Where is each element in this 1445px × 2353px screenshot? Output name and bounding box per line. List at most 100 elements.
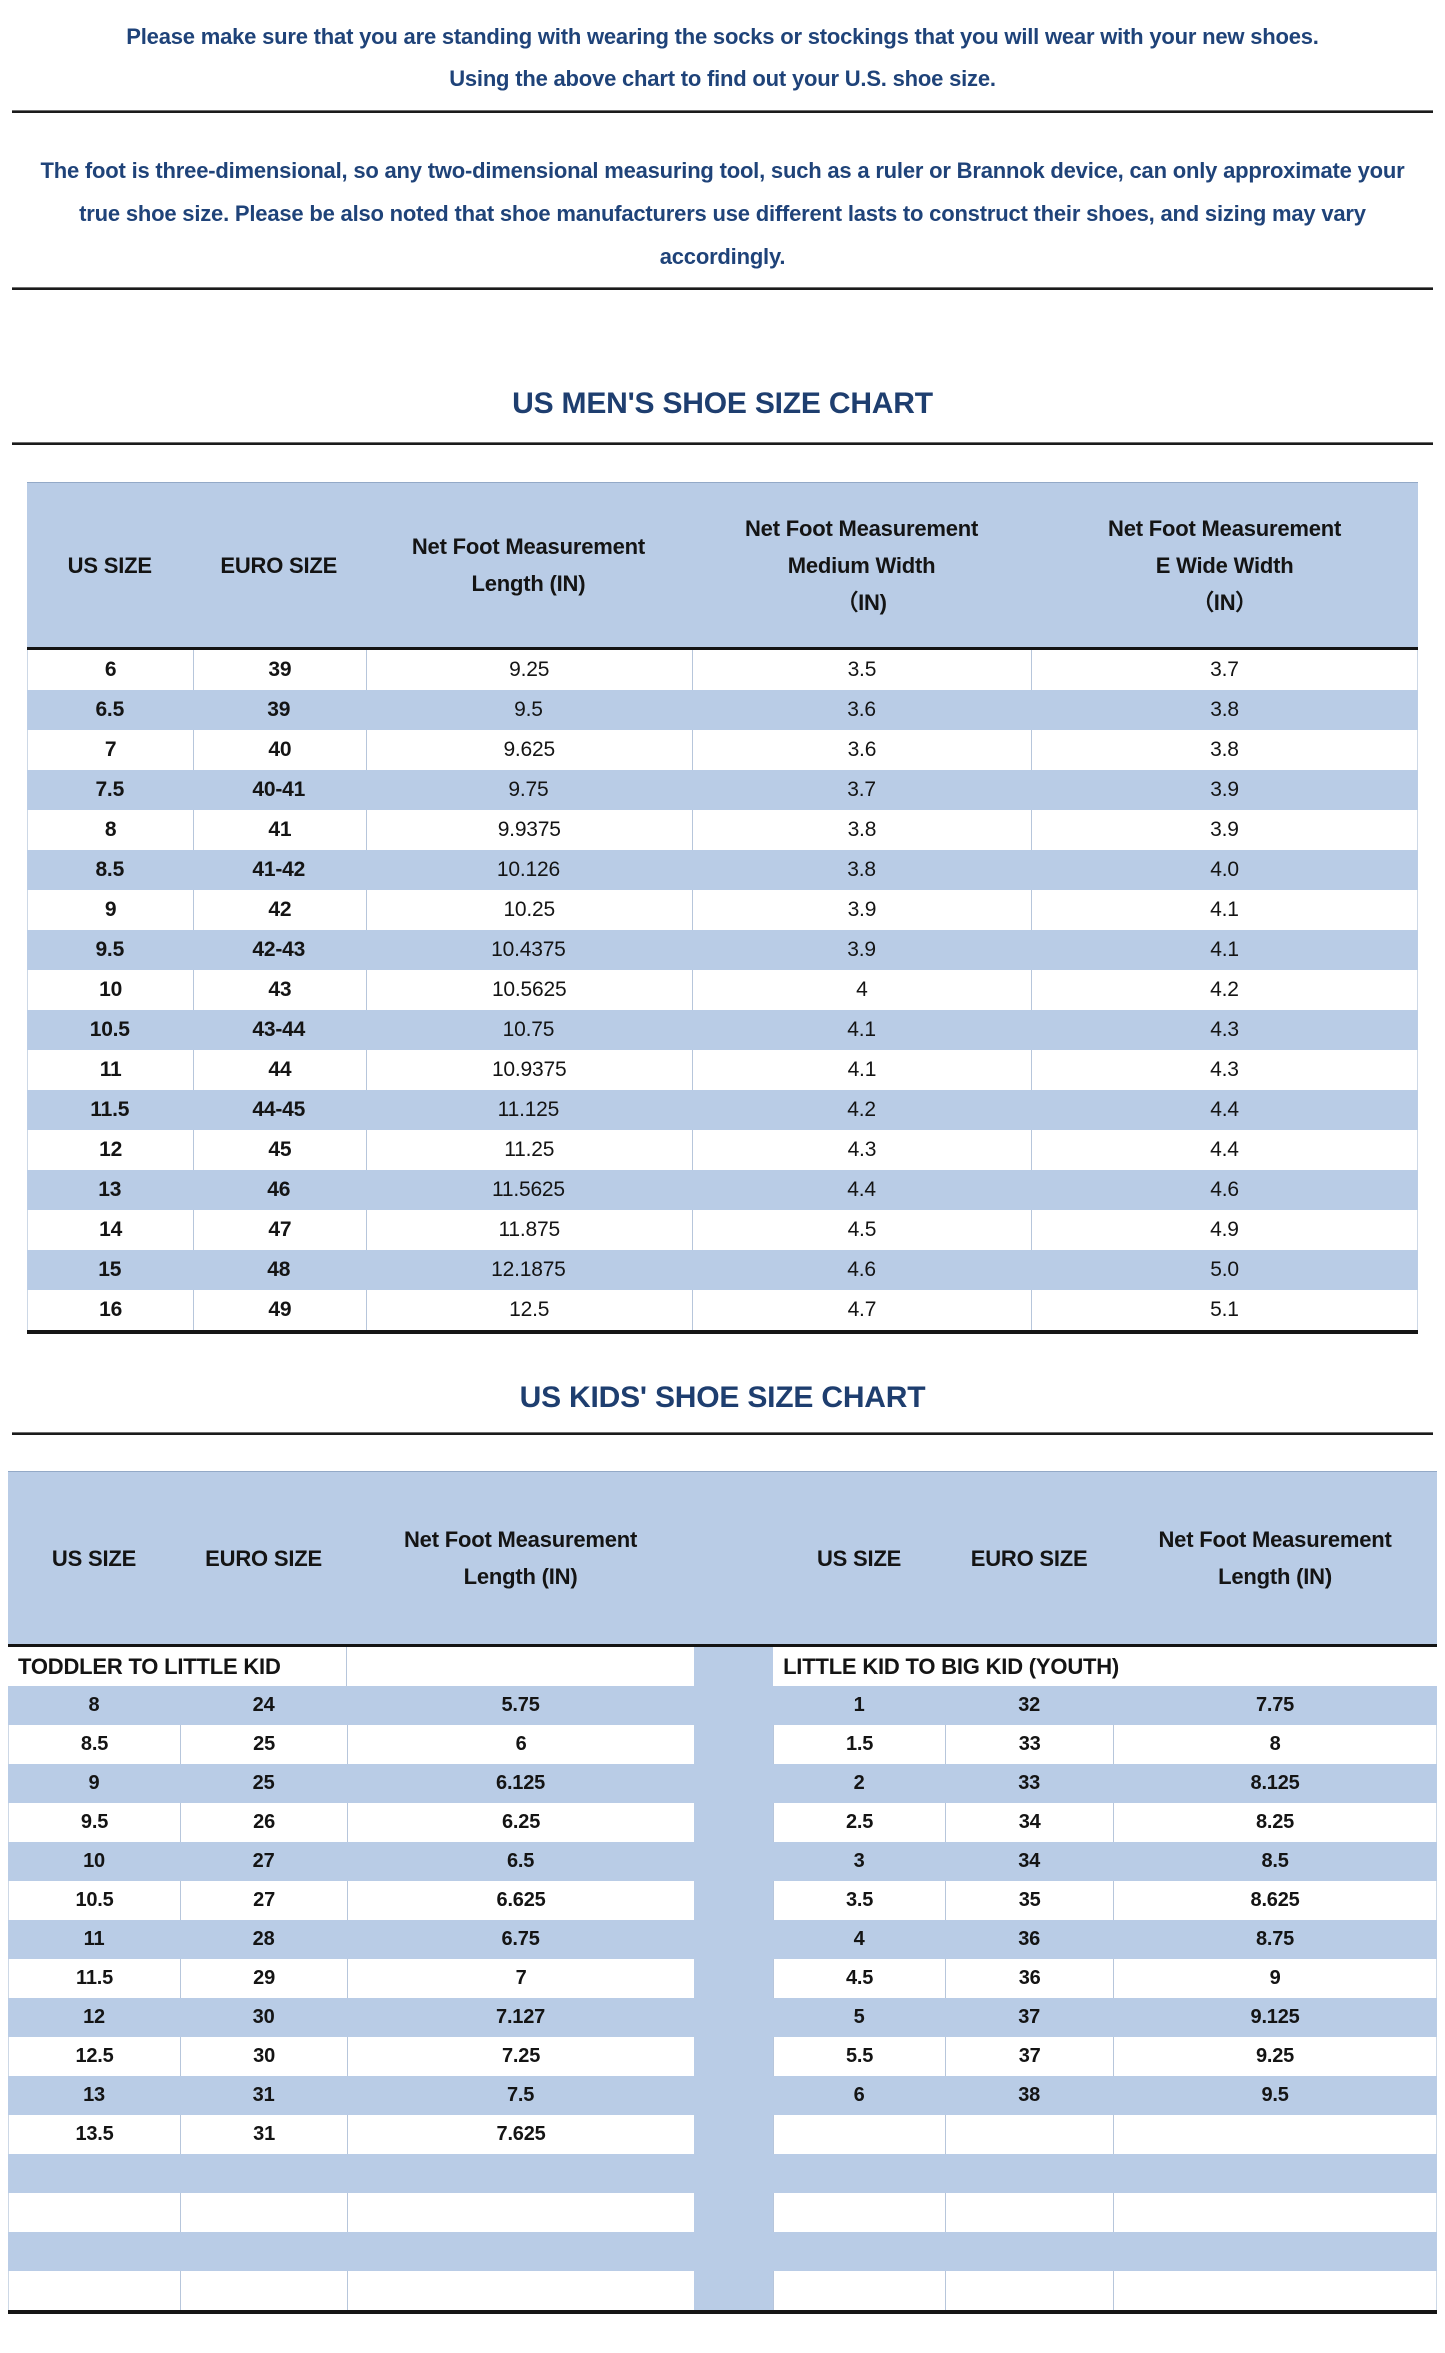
mens-table-cell: 10.75	[502, 1018, 555, 1041]
mens-table-cell: 3.6	[847, 698, 876, 721]
kids-table-cell: 9	[8, 1764, 181, 1803]
kids-table-cell: 27	[180, 1881, 348, 1920]
kids-table-cell	[1113, 2193, 1437, 2232]
divider-rule	[12, 442, 1433, 445]
mens-table-cell: 4.5	[691, 1210, 1031, 1250]
mens-table-cell: 4.2	[847, 1098, 876, 1121]
mens-table-cell: 43-44	[252, 1018, 306, 1041]
kids-table-cell: 6.25	[347, 1803, 695, 1842]
mens-table-cell: 11.875	[365, 1210, 692, 1250]
kids-table-cell	[180, 2193, 348, 2232]
mens-table-row: 11.5 44-45 11.125 4.2 4.4	[27, 1090, 1418, 1130]
mens-table-cell: 11.125	[497, 1098, 560, 1121]
kids-table-row: 12 30 7.127 5 37 9.125	[8, 1998, 1437, 2037]
kids-table-cell	[347, 2193, 695, 2232]
kids-table-cell	[8, 2193, 181, 2232]
kids-table-cell: 10	[8, 1842, 181, 1881]
gap-cell	[694, 1647, 774, 1686]
mens-table-row: 12 45 11.25 4.3 4.4	[27, 1130, 1418, 1170]
kids-table-row: 10 27 6.5 3 34 8.5	[8, 1842, 1437, 1881]
kids-table-cell	[180, 2271, 348, 2310]
kids-table-cell: 2.5	[773, 1803, 946, 1842]
mens-table-cell: 9.5	[95, 938, 125, 961]
kids-table-cell: 8.625	[1113, 1881, 1437, 1920]
mens-table-cell: 46	[267, 1178, 291, 1201]
mens-table-row: 15 48 12.1875 4.6 5.0	[27, 1250, 1418, 1290]
mens-header-e-wide-width: Net Foot Measurement E Wide Width （IN）	[1108, 515, 1342, 615]
mens-table-cell: 3.9	[691, 890, 1031, 930]
kids-table-cell: 8.125	[1113, 1764, 1437, 1803]
kids-table-cell: 7.25	[347, 2037, 695, 2076]
kids-table-cell: 25	[180, 1764, 348, 1803]
kids-table-cell: 9.5	[1113, 2076, 1437, 2115]
kids-table-row: 11 28 6.75 4 36 8.75	[8, 1920, 1437, 1959]
kids-table-cell: 37	[945, 1998, 1114, 2037]
kids-group-label-row: TODDLER TO LITTLE KID LITTLE KID TO BIG …	[8, 1647, 1437, 1686]
mens-table-cell: 6	[104, 658, 117, 681]
intro-paragraph: Please make sure that you are standing w…	[40, 0, 1405, 100]
youth-group-label: LITTLE KID TO BIG KID (YOUTH)	[773, 1647, 1437, 1686]
mens-table-cell: 47	[193, 1210, 365, 1250]
mens-table-cell: 10.4375	[491, 938, 566, 961]
mens-table-cell: 3.9	[847, 938, 876, 961]
kids-table-row: 9 25 6.125 2 33 8.125	[8, 1764, 1437, 1803]
kids-table-row	[8, 2154, 1437, 2193]
kids-table-cell	[945, 2154, 1114, 2193]
mens-table-cell: 4.1	[691, 1050, 1031, 1090]
mens-table-cell: 4.6	[1210, 1178, 1239, 1201]
mens-table-cell: 41	[193, 810, 365, 850]
mens-table-cell: 3.9	[1030, 810, 1417, 850]
mens-table-cell: 4.0	[1210, 858, 1239, 881]
kids-left-header-us-size: US SIZE	[51, 1545, 137, 1571]
mens-table-cell: 4.7	[691, 1290, 1031, 1330]
gap-cell	[694, 1842, 774, 1881]
kids-table-cell: 11	[8, 1920, 181, 1959]
mens-table-cell: 9.75	[508, 778, 549, 801]
kids-table-cell	[180, 2154, 348, 2193]
kids-table-cell	[945, 2232, 1114, 2271]
mens-table-cell: 12.5	[365, 1290, 692, 1330]
mens-table-cell: 43	[193, 970, 365, 1010]
intro-line-2: Using the above chart to find out your U…	[449, 66, 996, 91]
kids-table-cell: 6.125	[347, 1764, 695, 1803]
mens-table-cell: 3.8	[847, 858, 876, 881]
kids-table-cell: 6.75	[347, 1920, 695, 1959]
kids-table-cell: 5.75	[347, 1686, 695, 1725]
kids-right-header-length: Net Foot Measurement Length (IN)	[1158, 1527, 1392, 1589]
mens-table-cell: 4.6	[847, 1258, 876, 1281]
kids-table-cell: 6	[773, 2076, 946, 2115]
mens-table-cell: 42-43	[252, 938, 306, 961]
mens-table-cell: 9.25	[365, 650, 692, 690]
kids-table-cell: 30	[180, 2037, 348, 2076]
mens-table-cell: 40-41	[252, 778, 306, 801]
gap-cell	[694, 2115, 774, 2154]
kids-table-cell: 9.25	[1113, 2037, 1437, 2076]
mens-table-cell: 16	[99, 1298, 123, 1321]
mens-table-cell: 3.5	[691, 650, 1031, 690]
kids-table-cell: 33	[945, 1725, 1114, 1764]
kids-table-row: 10.5 27 6.625 3.5 35 8.625	[8, 1881, 1437, 1920]
gap-cell	[694, 2154, 774, 2193]
kids-table-cell: 9.125	[1113, 1998, 1437, 2037]
gap-cell	[694, 1881, 774, 1920]
gap-cell	[694, 1764, 774, 1803]
mens-table-cell: 8	[104, 818, 117, 841]
kids-table-body: 8 24 5.75 1 32 7.75 8.5 25 6 1.5 33 8 9 25 6.125 2 33 8.1…	[8, 1686, 1437, 2310]
empty-cell	[347, 1647, 695, 1686]
mens-table-row: 11 44 10.9375 4.1 4.3	[27, 1050, 1418, 1090]
kids-table-cell: 12.5	[8, 2037, 181, 2076]
mens-table-cell: 4.3	[1210, 1018, 1239, 1041]
kids-table-cell: 13	[8, 2076, 181, 2115]
kids-table-cell: 9.5	[8, 1803, 181, 1842]
kids-table-cell: 1	[773, 1686, 946, 1725]
kids-table-cell: 5	[773, 1998, 946, 2037]
kids-table-cell: 5.5	[773, 2037, 946, 2076]
mens-table-cell: 49	[193, 1290, 365, 1330]
kids-table-row: 11.5 29 7 4.5 36 9	[8, 1959, 1437, 1998]
kids-size-table: US SIZE EURO SIZE Net Foot Measurement L…	[8, 1471, 1437, 2314]
mens-table-cell: 10.9375	[365, 1050, 692, 1090]
kids-table-row	[8, 2232, 1437, 2271]
mens-table-row: 13 46 11.5625 4.4 4.6	[27, 1170, 1418, 1210]
kids-table-cell: 27	[180, 1842, 348, 1881]
